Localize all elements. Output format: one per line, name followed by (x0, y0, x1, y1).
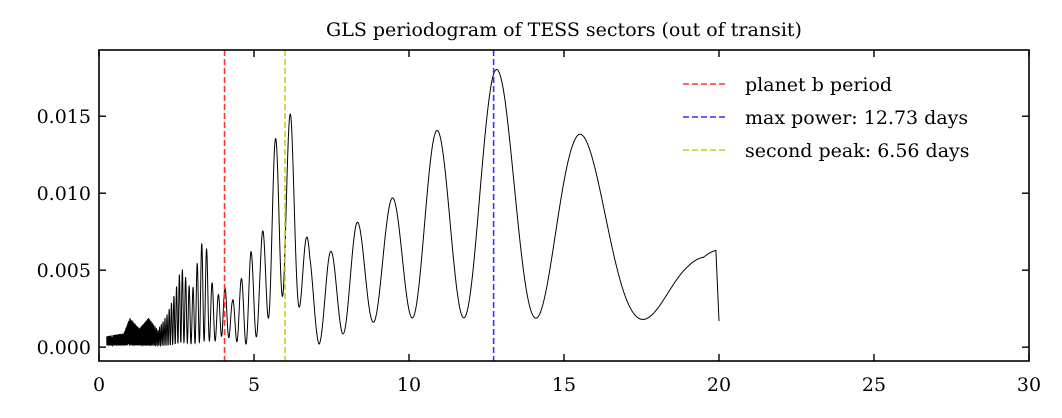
legend-label-0: planet b period (745, 74, 892, 96)
axes-frame (98, 49, 1030, 362)
x-axis: 0 5 10 15 20 25 30 (93, 50, 1041, 396)
x-tick-label: 30 (1017, 374, 1041, 396)
vertical-lines (223, 50, 495, 361)
y-tick-label: 0.010 (37, 183, 91, 205)
x-tick-label: 10 (397, 374, 421, 396)
legend-label-2: second peak: 6.56 days (745, 140, 970, 162)
legend-label-1: max power: 12.73 days (745, 107, 968, 129)
x-tick-label: 5 (248, 374, 260, 396)
y-tick-label: 0.005 (37, 260, 91, 282)
x-tick-label: 25 (862, 374, 886, 396)
chart-title: GLS periodogram of TESS sectors (out of … (326, 19, 802, 41)
x-tick-label: 20 (707, 374, 731, 396)
plot-area (106, 69, 720, 348)
series-line-0 (106, 69, 720, 348)
legend: planet b period max power: 12.73 days seco… (683, 74, 970, 162)
x-tick-label: 15 (552, 374, 576, 396)
x-tick-label: 0 (93, 374, 105, 396)
y-axis: 0.000 0.005 0.010 0.015 (37, 106, 1029, 359)
y-tick-label: 0.015 (37, 106, 91, 128)
y-tick-label: 0.000 (37, 337, 91, 359)
